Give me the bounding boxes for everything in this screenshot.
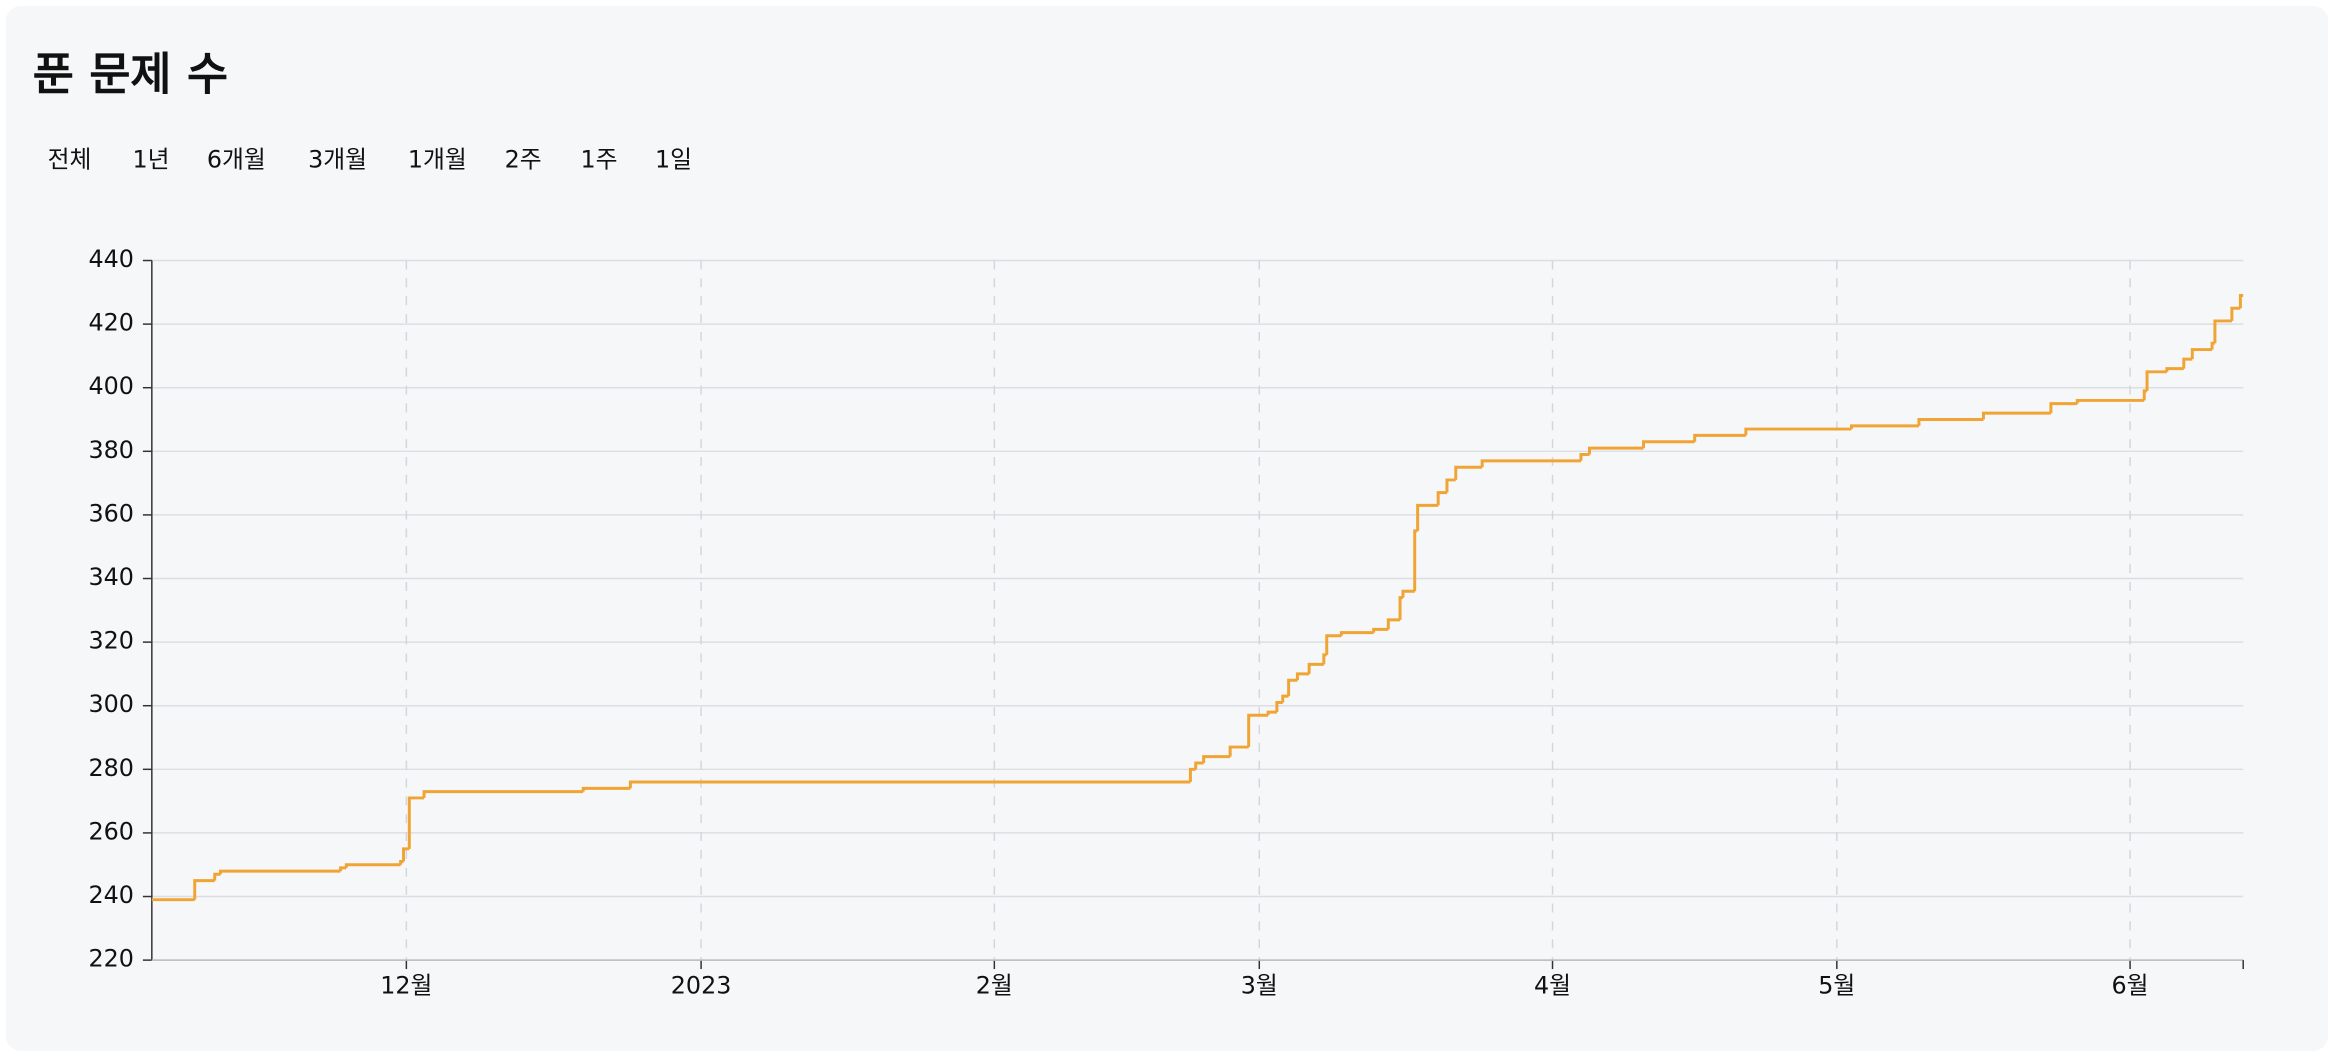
line-step <box>1744 427 1852 436</box>
line-step <box>1436 491 1447 506</box>
range-tab[interactable]: 2주 <box>505 145 542 173</box>
y-tick-label: 240 <box>89 881 134 909</box>
line-step <box>2049 402 2078 414</box>
y-tick-label: 380 <box>89 436 134 464</box>
line-step <box>1587 446 1644 455</box>
x-tick-label: 2023 <box>671 971 732 999</box>
line-step <box>1850 424 1919 430</box>
line-step <box>1325 634 1342 655</box>
x-tick-label: 6월 <box>2112 971 2149 999</box>
y-tick-label: 400 <box>89 372 134 400</box>
line-step <box>1398 596 1403 620</box>
y-tick-label: 320 <box>89 627 134 655</box>
y-tick-label: 360 <box>89 499 134 527</box>
line-step <box>1339 631 1374 636</box>
y-tick-label: 340 <box>89 563 134 591</box>
line-step <box>1413 529 1418 592</box>
line-step <box>402 847 410 862</box>
line-step <box>628 780 1191 789</box>
range-tabs: 전체 1년 6개월 3개월 1개월 2주 1주 1일 <box>48 145 692 173</box>
line-step <box>1386 618 1401 630</box>
line-step <box>213 872 221 881</box>
line-step <box>193 879 215 900</box>
line-step <box>1275 701 1283 713</box>
line-step <box>1445 478 1456 493</box>
y-tick-label: 420 <box>89 309 134 337</box>
line-step <box>2190 348 2213 360</box>
line-step <box>2165 367 2184 372</box>
range-tab[interactable]: 3개월 <box>308 145 367 173</box>
x-tick-label: 4월 <box>1534 971 1571 999</box>
line-step <box>422 790 584 798</box>
y-tick-label: 260 <box>89 817 134 845</box>
line-step <box>1194 761 1204 770</box>
line-step <box>407 796 425 849</box>
line-step <box>1266 710 1277 716</box>
line-step <box>1454 465 1483 480</box>
line-step <box>2075 398 2145 404</box>
line-step <box>1295 672 1310 681</box>
line-step <box>1579 453 1590 461</box>
range-tab[interactable]: 1일 <box>655 145 692 173</box>
line-step <box>1372 627 1389 633</box>
range-tab[interactable]: 1주 <box>581 145 618 173</box>
x-tick-label: 3월 <box>1241 971 1278 999</box>
line-step <box>1642 440 1695 449</box>
line-step <box>1416 503 1439 531</box>
line-step <box>1202 755 1231 763</box>
line-step <box>1480 459 1581 468</box>
line-step <box>399 860 404 865</box>
range-tab[interactable]: 1년 <box>132 145 169 173</box>
y-tick-label: 440 <box>89 245 134 273</box>
y-tick-label: 300 <box>89 690 134 718</box>
line-step <box>581 786 631 792</box>
line-step <box>1287 678 1298 697</box>
line-step <box>1917 418 1984 426</box>
line-step <box>1981 411 2051 420</box>
plot: 220 240 260 280 300 320 340 360 380 400 420 440 12월 2… <box>89 245 2244 999</box>
range-tab[interactable]: 6개월 <box>207 145 266 173</box>
line-step <box>2238 294 2244 309</box>
line-step <box>2213 319 2232 344</box>
chart-title: 푼 문제 수 <box>33 48 228 100</box>
x-tick-label: 12월 <box>380 971 432 999</box>
line-step <box>2142 389 2148 401</box>
y-tick-label: 220 <box>89 945 134 973</box>
line-step <box>339 866 347 872</box>
x-tick-label: 2월 <box>976 971 1013 999</box>
line-step <box>2145 370 2167 391</box>
line-step <box>2182 357 2193 369</box>
range-tab[interactable]: 1개월 <box>408 145 467 173</box>
line-step <box>218 869 341 875</box>
y-tick-label: 280 <box>89 754 134 782</box>
line-step <box>344 863 401 868</box>
line-step <box>1188 767 1196 783</box>
line-step <box>2230 306 2241 321</box>
line-step <box>1307 662 1324 674</box>
range-tab[interactable]: 전체 <box>48 145 92 173</box>
line-step <box>1228 745 1249 757</box>
line-step <box>1693 433 1746 442</box>
line-step <box>1281 694 1289 703</box>
x-tick-label: 5월 <box>1818 971 1855 999</box>
line-step <box>1247 713 1269 748</box>
line-step <box>1401 589 1415 598</box>
